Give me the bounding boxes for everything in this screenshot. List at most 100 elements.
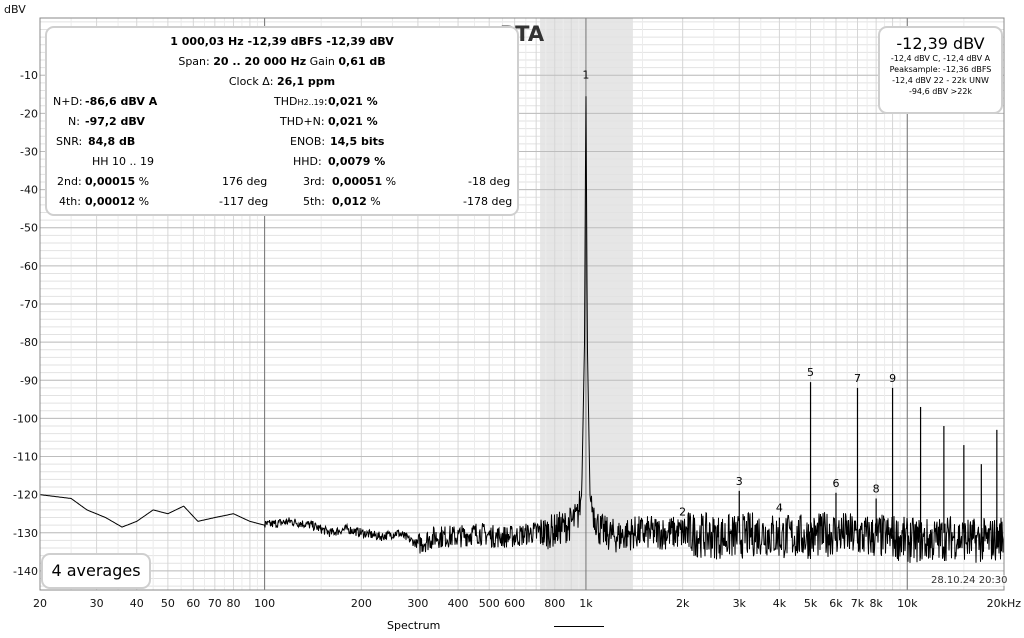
snr-label: SNR: [56, 135, 83, 148]
x-tick-label: 5k [804, 597, 818, 610]
peak-label: 4 [776, 502, 783, 515]
hhd-label: HHD: [293, 155, 322, 168]
h4-value: 0,00012 [85, 195, 136, 208]
nd-value: -86,6 dBV A [85, 95, 158, 108]
y-tick-label: -50 [20, 222, 38, 235]
thdn-value: 0,021 % [328, 115, 378, 128]
level-main: -12,39 dBV [896, 34, 985, 53]
x-tick-label: 600 [504, 597, 525, 610]
h3-label: 3rd: [303, 175, 326, 188]
x-tick-label: 6k [829, 597, 843, 610]
level-peaksample: Peaksample: -12,36 dBFS [889, 65, 992, 74]
span-label: Span: [178, 55, 214, 68]
nd-label: N+D: [53, 95, 83, 108]
tick-labels: -10 -20 -30 -40 -50 -60 -70 -80 -90 -100 -110 -120 -… [13, 69, 1021, 610]
peak-label: 2 [679, 505, 686, 518]
x-tick-label: 80 [226, 597, 240, 610]
thd-label: THD [274, 95, 298, 108]
clock-label: Clock Δ: [228, 75, 277, 88]
y-tick-label: -120 [13, 489, 38, 502]
peak-label: 9 [889, 372, 896, 385]
x-tick-label: 1k [579, 597, 593, 610]
thdn-label: THD+N: [280, 115, 325, 128]
measurement-panel: 1 000,03 Hz -12,39 dBFS -12,39 dBV Span:… [45, 26, 519, 216]
h4-readout: 0,00012 % [85, 195, 149, 208]
x-tick-label: 40 [130, 597, 144, 610]
x-tick-label: 8k [869, 597, 883, 610]
level-weighted: -12,4 dBV C, -12,4 dBV A [890, 54, 991, 63]
y-tick-label: -80 [20, 336, 38, 349]
h4-unit: % [135, 195, 150, 208]
timestamp: 28.10.24 20:30 [931, 575, 1008, 586]
thd-subscript: H2..19 [297, 98, 324, 107]
fundamental-value: 1 000,03 Hz -12,39 dBFS -12,39 dBV [170, 35, 394, 48]
fundamental-readout: 1 000,03 Hz -12,39 dBFS -12,39 dBV [47, 35, 517, 48]
x-tick-label: 20kHz [987, 597, 1022, 610]
y-tick-label: -130 [13, 527, 38, 540]
clock-readout: Clock Δ: 26,1 ppm [47, 75, 517, 88]
x-tick-label: 20 [33, 597, 47, 610]
averages-badge: 4 averages [41, 553, 151, 589]
h5-value: 0,012 [332, 195, 367, 208]
h3-value: 0,00051 [332, 175, 383, 188]
x-tick-label: 2k [676, 597, 690, 610]
h5-unit: % [366, 195, 381, 208]
plot-frame [39, 17, 1005, 591]
peak-label: 7 [854, 372, 861, 385]
h2-phase: 176 deg [222, 175, 268, 188]
h5-label: 5th: [303, 195, 325, 208]
level-above-22k: -94,6 dBV >22k [908, 87, 973, 96]
gain-value: 0,61 dB [338, 55, 386, 68]
n-value: -97,2 dBV [85, 115, 145, 128]
y-tick-label: -20 [20, 107, 38, 120]
enob-label: ENOB: [290, 135, 326, 148]
x-tick-label: 400 [448, 597, 469, 610]
span-gain-readout: Span: 20 .. 20 000 Hz Gain 0,61 dB [47, 55, 517, 68]
thd-colon: : [323, 95, 328, 108]
y-axis-label: dBV [4, 3, 26, 16]
x-tick-label: 50 [161, 597, 175, 610]
h4-label: 4th: [59, 195, 81, 208]
h2-unit: % [135, 175, 150, 188]
clock-value: 26,1 ppm [276, 75, 336, 88]
x-tick-label: 60 [186, 597, 200, 610]
h5-readout: 0,012 % [332, 195, 381, 208]
enob-value: 14,5 bits [330, 135, 385, 148]
x-tick-label: 30 [90, 597, 104, 610]
hh-label: HH 10 .. 19 [92, 155, 155, 168]
span-value: 20 .. 20 000 Hz [213, 55, 307, 68]
x-tick-label: 800 [544, 597, 565, 610]
hhd-value: 0,0079 % [328, 155, 386, 168]
peak-label: 1 [582, 68, 589, 81]
h3-readout: 0,00051 % [332, 175, 396, 188]
x-tick-label: 300 [407, 597, 428, 610]
y-tick-label: -100 [13, 412, 38, 425]
gain-label: Gain [306, 55, 339, 68]
harmonic-peaks: 1 2 3 4 5 6 7 8 9 [582, 68, 998, 533]
legend-line-swatch [554, 626, 604, 627]
y-tick-label: -40 [20, 184, 38, 197]
spectrum-line [40, 96, 1005, 563]
x-tick-label: 500 [479, 597, 500, 610]
peak-label: 5 [807, 366, 814, 379]
y-tick-label: -10 [20, 69, 38, 82]
h4-phase: -117 deg [219, 195, 269, 208]
x-tick-label: 10k [897, 597, 918, 610]
h5-phase: -178 deg [463, 195, 513, 208]
level-unweighted: -12,4 dBV 22 - 22k UNW [892, 76, 989, 85]
x-tick-label: 200 [351, 597, 372, 610]
y-tick-label: -70 [20, 298, 38, 311]
x-tick-label: 4k [773, 597, 787, 610]
x-tick-label: 7k [851, 597, 865, 610]
snr-value: 84,8 dB [88, 135, 136, 148]
h2-readout: 0,00015 % [85, 175, 149, 188]
h3-phase: -18 deg [468, 175, 511, 188]
x-tick-label: 3k [733, 597, 747, 610]
y-tick-label: -110 [13, 451, 38, 464]
thd-value: 0,021 % [328, 95, 378, 108]
peak-label: 6 [832, 477, 839, 490]
x-tick-label: 100 [254, 597, 275, 610]
y-tick-label: -60 [20, 260, 38, 273]
peak-label: 8 [873, 482, 880, 495]
